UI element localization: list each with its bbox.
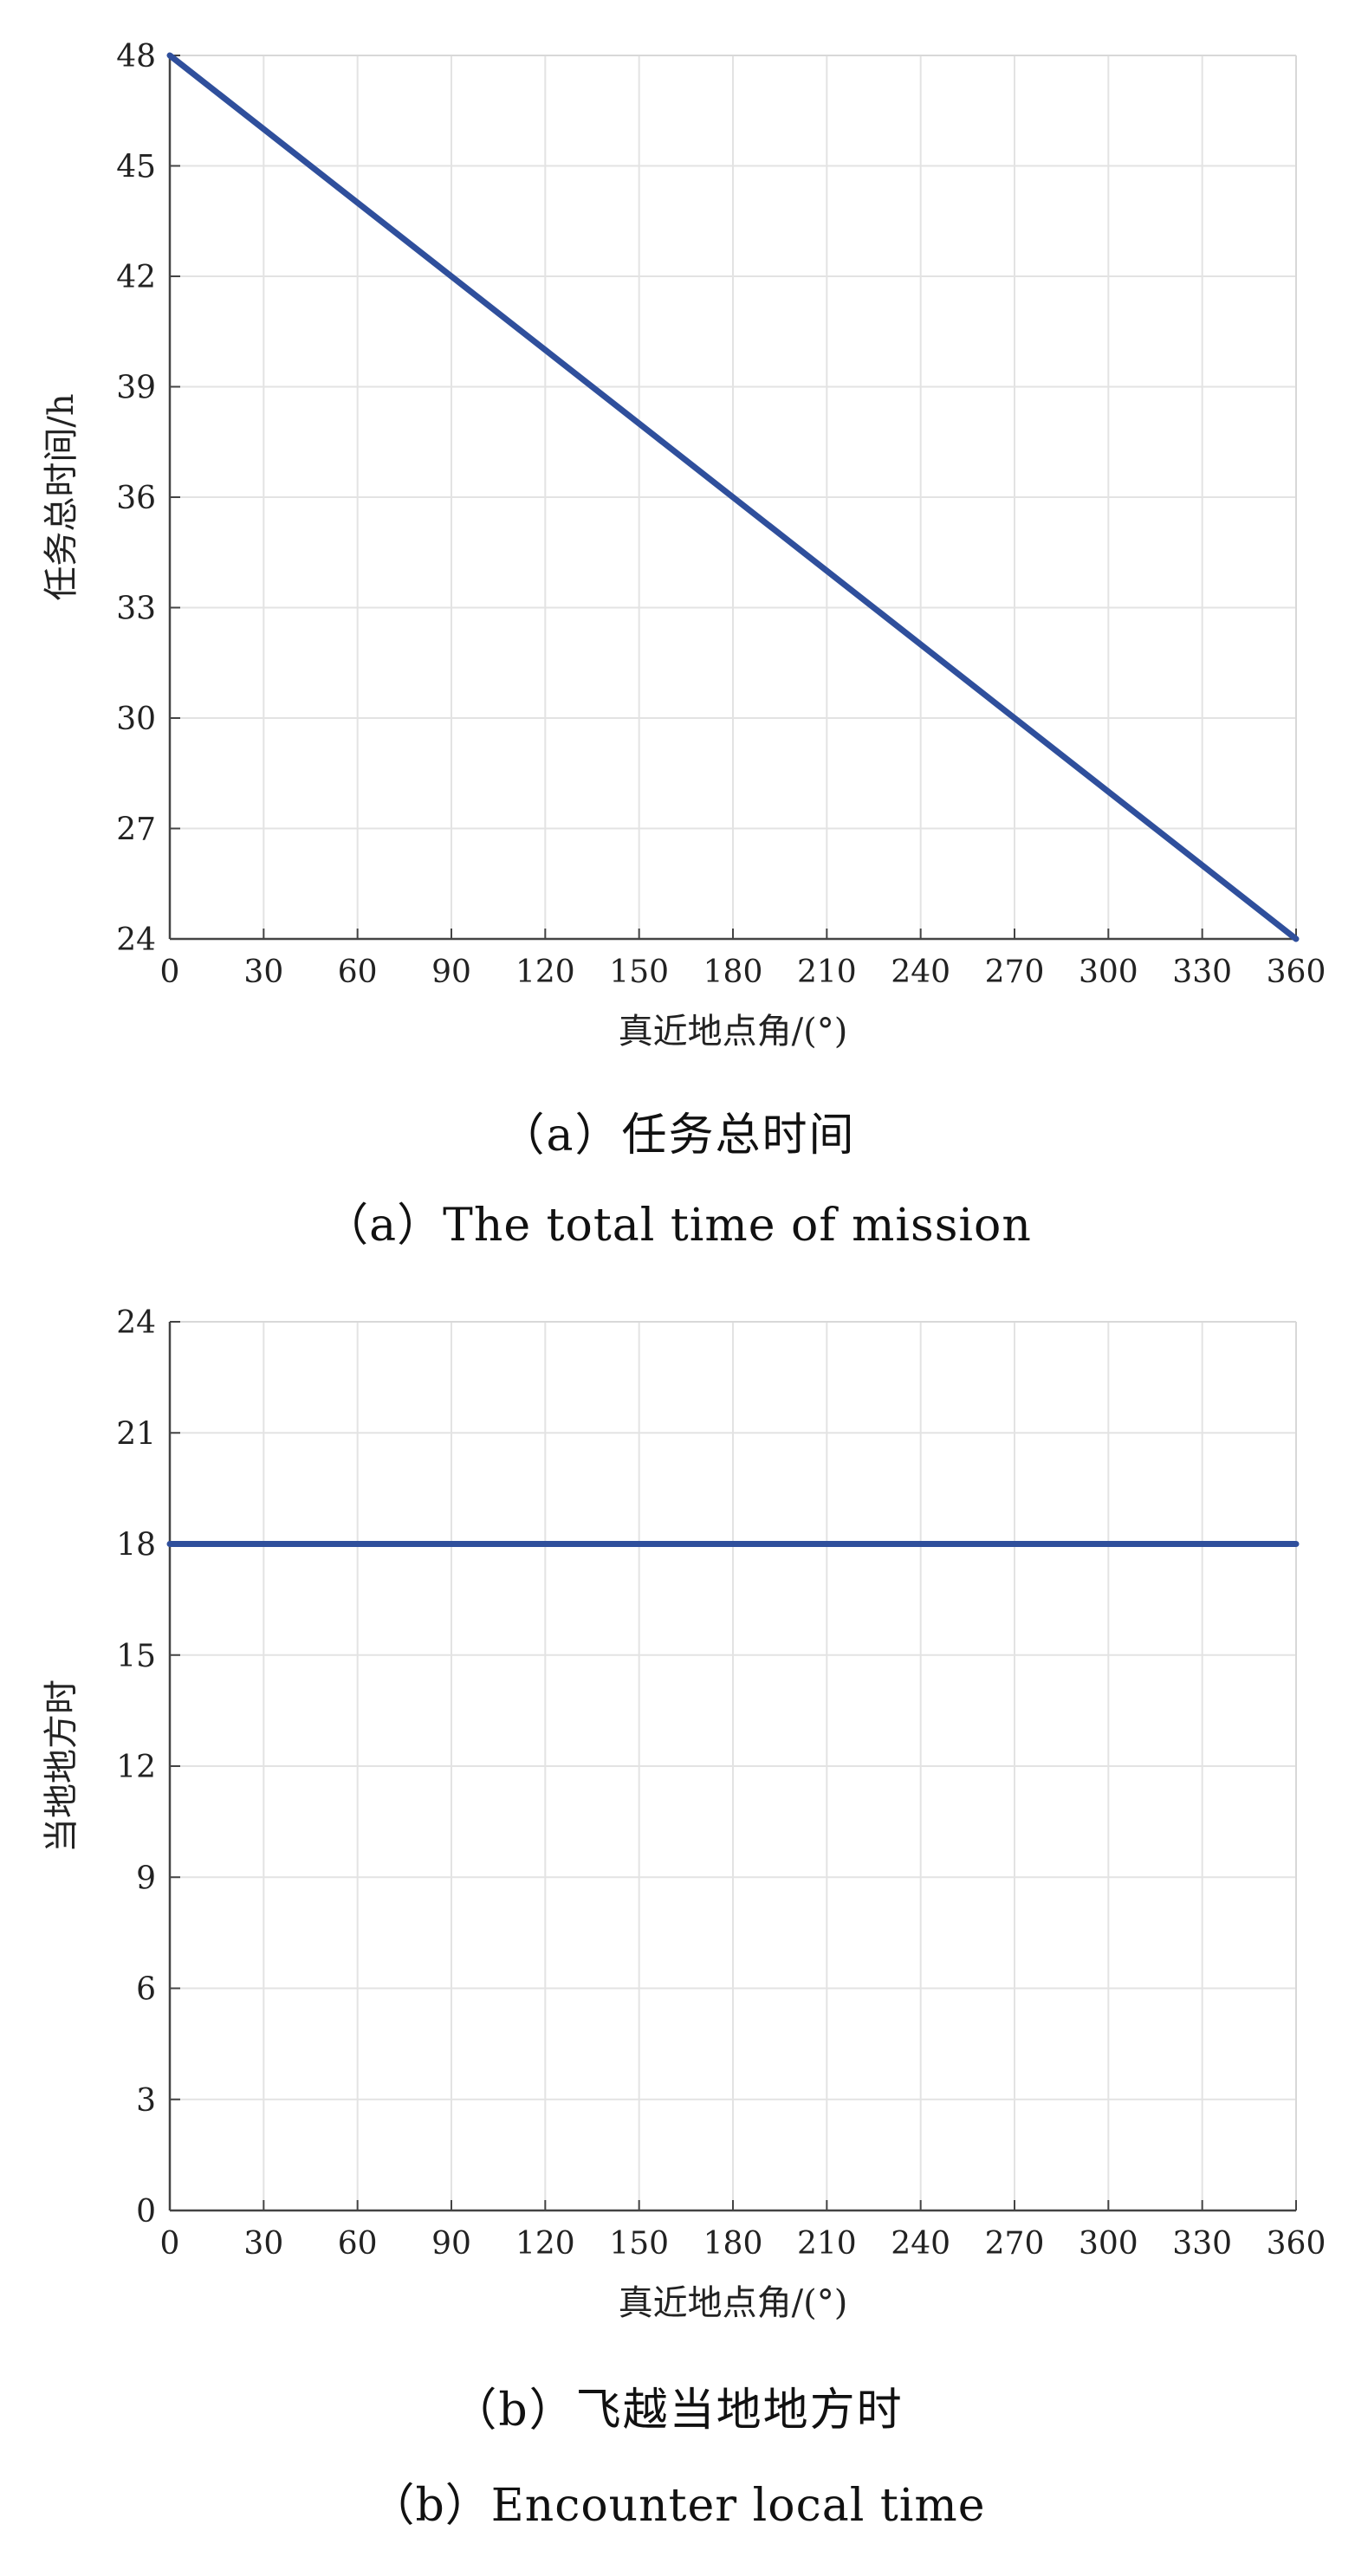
x-tick-label: 30	[243, 2226, 283, 2262]
y-tick-label: 48	[116, 39, 156, 74]
x-tick-label: 330	[1172, 955, 1232, 990]
x-tick-label: 360	[1267, 955, 1326, 990]
x-tick-label: 0	[160, 2226, 180, 2262]
x-tick-label: 300	[1079, 955, 1138, 990]
x-tick-label: 150	[609, 955, 669, 990]
caption-a-cn: （a）任务总时间	[499, 1110, 856, 1162]
y-tick-label: 27	[116, 812, 156, 848]
y-tick-label: 3	[136, 2083, 156, 2119]
y-tick-label: 18	[116, 1528, 156, 1563]
x-tick-label: 120	[515, 955, 575, 990]
x-tick-label: 180	[703, 2226, 763, 2262]
x-tick-label: 0	[160, 955, 180, 990]
axes	[168, 1321, 1297, 2212]
x-tick-label: 270	[985, 2226, 1045, 2262]
x-tick-label: 330	[1172, 2226, 1232, 2262]
series-lines	[166, 52, 1300, 942]
x-tick-label: 90	[431, 955, 471, 990]
x-tick-label: 30	[243, 955, 283, 990]
x-tick-label: 90	[431, 2226, 471, 2262]
x-tick-label: 210	[797, 955, 857, 990]
x-tick-label: 240	[891, 2226, 950, 2262]
caption-b-cn: （b）飞越当地地方时	[451, 2385, 904, 2437]
y-tick-label: 15	[116, 1639, 156, 1674]
y-tick-label: 0	[136, 2194, 156, 2230]
y-tick-label: 24	[116, 922, 156, 958]
y-tick-label: 45	[116, 150, 156, 185]
x-tick-label: 60	[338, 2226, 378, 2262]
x-tick-label: 120	[515, 2226, 575, 2262]
y-tick-label: 24	[116, 1305, 156, 1341]
x-tick-label: 300	[1079, 2226, 1138, 2262]
grid-lines	[169, 1321, 1297, 2211]
tick-labels: 0 30 60 90 120 150 180 210 240 270 300 330 360 0 3 6 9 12…	[116, 1305, 1326, 2262]
x-axis-label: 真近地点角/(°)	[619, 2283, 848, 2323]
y-axis-label: 当地地方时	[42, 1680, 81, 1853]
tick-labels: 0 30 60 90 120 150 180 210 240 270 300 330 360 24 27 30…	[116, 39, 1326, 990]
axes	[168, 55, 1297, 941]
y-tick-label: 39	[116, 371, 156, 406]
x-tick-label: 210	[797, 2226, 857, 2262]
y-tick-label: 12	[116, 1750, 156, 1785]
y-tick-label: 6	[136, 1972, 156, 2008]
y-tick-label: 33	[116, 592, 156, 627]
x-axis-label: 真近地点角/(°)	[619, 1012, 848, 1052]
chart-encounter-local-time: 0 30 60 90 120 150 180 210 240 270 300 330 360 0 3 6 9 12…	[42, 1305, 1326, 2323]
x-tick-label: 360	[1267, 2226, 1326, 2262]
x-tick-label: 240	[891, 955, 950, 990]
y-tick-label: 21	[116, 1416, 156, 1452]
series-line	[166, 52, 1300, 942]
x-tick-label: 150	[609, 2226, 669, 2262]
y-tick-label: 9	[136, 1861, 156, 1896]
y-axis-label: 任务总时间/h	[42, 393, 81, 600]
caption-b-en: （b）Encounter local time	[369, 2480, 986, 2532]
y-tick-label: 42	[116, 260, 156, 295]
chart-total-mission-time: 0 30 60 90 120 150 180 210 240 270 300 330 360 24 27 30…	[42, 39, 1326, 1052]
x-tick-label: 60	[338, 955, 378, 990]
y-tick-label: 36	[116, 481, 156, 516]
x-tick-label: 180	[703, 955, 763, 990]
y-tick-label: 30	[116, 702, 156, 737]
x-tick-label: 270	[985, 955, 1045, 990]
caption-a-en: （a）The total time of mission	[323, 1200, 1032, 1252]
